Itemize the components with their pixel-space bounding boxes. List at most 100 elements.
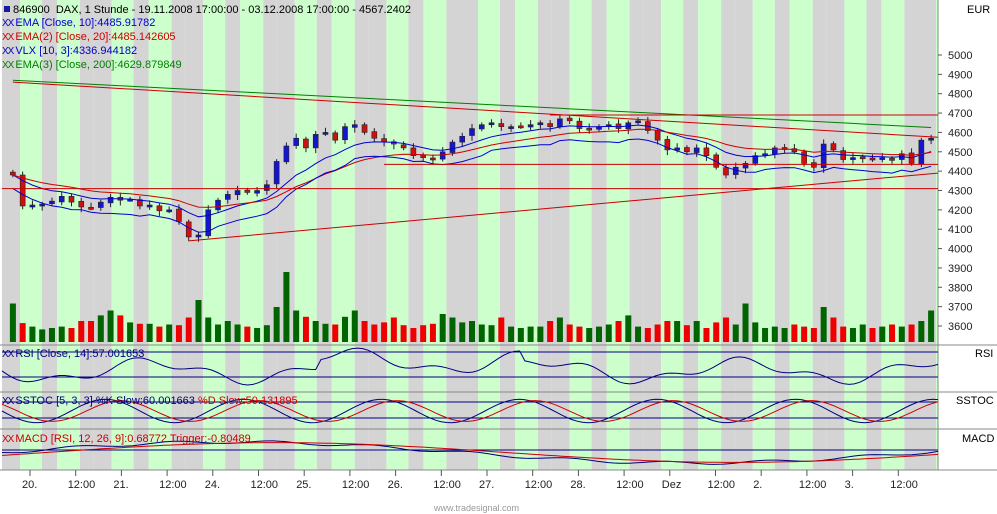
session-band xyxy=(734,0,753,470)
y-tick-label: 3800 xyxy=(948,282,972,294)
volume-bar xyxy=(693,321,700,342)
legend-marker: XX xyxy=(2,32,14,43)
volume-bar xyxy=(244,326,251,342)
candle-body xyxy=(176,208,182,222)
session-band xyxy=(551,0,570,470)
volume-bar xyxy=(439,314,446,342)
legend-ema10[interactable]: XX EMA [Close, 10]:4485.91782 xyxy=(2,17,155,30)
y-tick-label: 4000 xyxy=(948,244,972,256)
ema200-line xyxy=(12,79,932,128)
candle-body xyxy=(518,125,524,129)
volume-bar xyxy=(371,324,378,342)
candle-body xyxy=(283,145,290,163)
x-tick-label: 20. xyxy=(22,479,37,491)
volume-bar xyxy=(254,328,261,342)
candle-body xyxy=(586,127,593,131)
trendline xyxy=(188,172,939,242)
candle-body xyxy=(322,132,329,135)
ema20-line xyxy=(12,128,932,208)
legend-sstoc[interactable]: XX SSTOC [5, 3, 3] %K Slow:60.001663 %D S… xyxy=(2,395,298,408)
volume-bar xyxy=(879,326,886,342)
legend-marker: XX xyxy=(2,60,14,71)
candle-body xyxy=(215,199,221,211)
x-tick-label: 12:00 xyxy=(342,479,370,491)
session-band xyxy=(408,0,424,470)
volume-bar xyxy=(410,328,417,342)
candle-body xyxy=(488,122,495,126)
volume-bar xyxy=(918,321,925,342)
legend-text: EMA(3) [Close, 200]:4629.879849 xyxy=(15,59,182,71)
volume-bar xyxy=(127,322,134,342)
candle-body xyxy=(811,162,817,168)
candle-body xyxy=(293,137,299,146)
x-tick-label: Dez xyxy=(662,479,682,491)
candle-body xyxy=(879,157,886,160)
x-tick-label: 12:00 xyxy=(708,479,736,491)
volume-bar xyxy=(664,321,671,342)
volume-bar xyxy=(547,321,554,342)
session-band xyxy=(812,0,827,470)
legend-rsi[interactable]: XX RSI [Close, 14]:57.001653 xyxy=(2,348,144,361)
volume-bar xyxy=(801,326,808,342)
y-tick-label: 4700 xyxy=(948,108,972,120)
candle-body xyxy=(166,209,172,213)
candle-body xyxy=(88,207,94,210)
volume-bar xyxy=(29,326,36,342)
volume-bar xyxy=(488,325,495,342)
price-axis: 3600 3700 3800 3900 4000 4100 4200 4300 4400 4500… xyxy=(938,50,972,333)
candle-body xyxy=(264,184,270,191)
volume-bar xyxy=(420,325,427,342)
candle-body xyxy=(557,118,563,127)
x-tick-label: 12:00 xyxy=(433,479,461,491)
volume-bar xyxy=(615,321,622,342)
volume-bar xyxy=(771,326,778,342)
volume-bar xyxy=(889,324,896,342)
legend-ema20[interactable]: XX EMA(2) [Close, 20]:4485.142605 xyxy=(2,31,176,44)
volume-bar xyxy=(429,323,436,342)
volume-bar xyxy=(820,307,827,342)
volume-bar xyxy=(791,324,798,342)
volume-bar xyxy=(595,326,602,342)
x-tick-label: 24. xyxy=(205,479,220,491)
candle-body xyxy=(859,156,866,160)
candle-body xyxy=(351,124,358,128)
candle-body xyxy=(205,209,212,237)
volume-bar xyxy=(478,324,485,342)
candle-body xyxy=(244,189,251,193)
macd-panel-label: MACD xyxy=(962,433,995,445)
session-band xyxy=(354,0,369,470)
volume-bar xyxy=(752,322,759,342)
candle-body xyxy=(10,171,16,176)
legend-macd[interactable]: XX MACD [RSI, 12, 26, 9]:0.68772 Trigger:… xyxy=(2,433,251,446)
volume-bar xyxy=(527,326,534,342)
candle-body xyxy=(850,157,856,160)
legend-ema200[interactable]: XX EMA(3) [Close, 200]:4629.879849 xyxy=(2,59,182,72)
candle-body xyxy=(195,234,202,238)
session-band xyxy=(629,0,644,470)
volume-bar xyxy=(644,328,651,342)
candle-body xyxy=(801,151,807,164)
volume-bar xyxy=(566,324,573,342)
candle-body xyxy=(78,201,85,208)
y-tick-label: 4800 xyxy=(948,89,972,101)
candle-body xyxy=(459,136,466,143)
volume-bar xyxy=(58,326,65,342)
session-band xyxy=(538,0,552,470)
session-band xyxy=(446,0,460,470)
legend-vlx[interactable]: XX VLX [10, 3]:4336.944182 xyxy=(2,45,137,58)
volume-bar xyxy=(342,316,349,342)
candle-body xyxy=(537,122,544,126)
legend-marker: XX xyxy=(2,434,14,445)
candle-body xyxy=(576,120,583,129)
candle-body xyxy=(58,196,65,203)
volume-bar xyxy=(683,325,690,342)
volume-bar xyxy=(351,310,358,342)
volume-bar xyxy=(185,317,192,342)
candle-body xyxy=(547,123,553,127)
x-tick-label: 26. xyxy=(388,479,403,491)
y-tick-label: 3900 xyxy=(948,263,972,275)
volume-bar xyxy=(703,328,710,342)
symbol-square-icon xyxy=(4,6,10,12)
volume-bar xyxy=(459,322,466,342)
